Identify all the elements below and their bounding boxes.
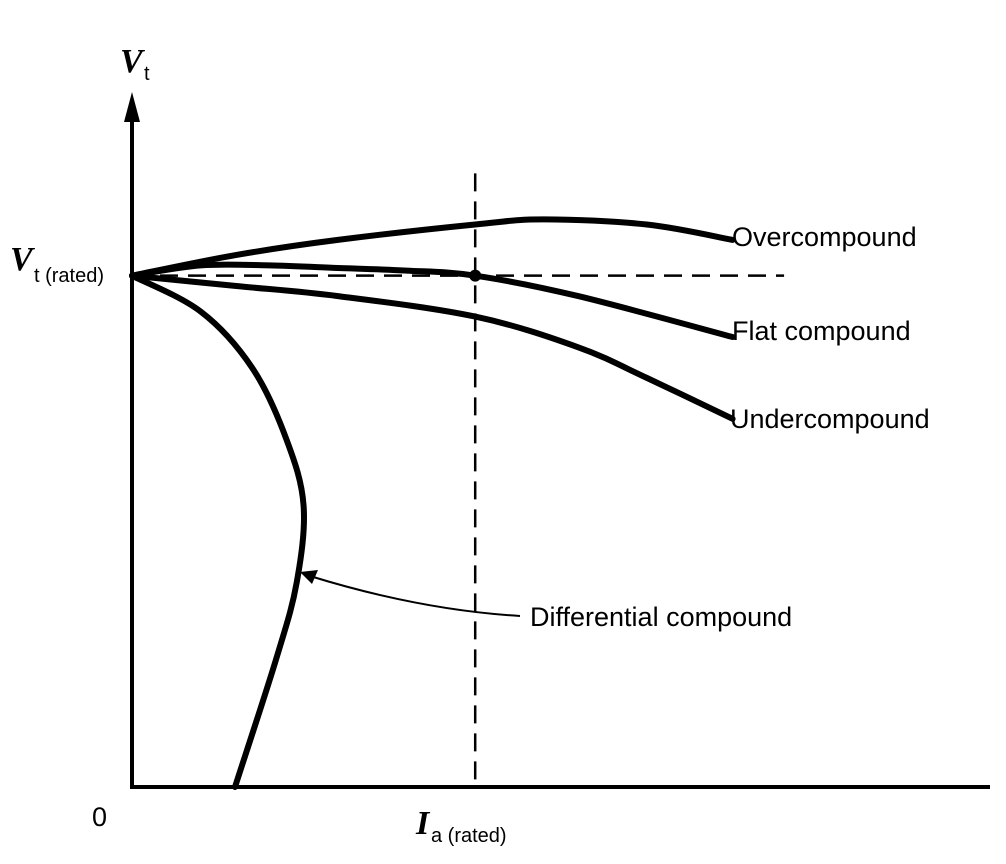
svg-text:t (rated): t (rated) bbox=[34, 265, 104, 287]
svg-text:a (rated): a (rated) bbox=[431, 825, 507, 847]
undercompound-curve bbox=[129, 272, 736, 422]
y-rated-tick-label: V t (rated) bbox=[10, 241, 104, 287]
overcompound-label: Overcompound bbox=[732, 222, 917, 252]
y-axis-label: V t bbox=[120, 43, 150, 85]
differential-compound-curve bbox=[129, 272, 307, 790]
svg-text:t: t bbox=[144, 63, 150, 85]
differential-pointer-arrowhead bbox=[300, 570, 318, 584]
y-axis-arrowhead bbox=[124, 92, 140, 122]
undercompound-label: Undercompound bbox=[730, 404, 930, 434]
flat-compound-curve bbox=[129, 261, 736, 340]
differential-compound-label: Differential compound bbox=[530, 602, 792, 632]
svg-text:V: V bbox=[10, 241, 35, 278]
svg-text:I: I bbox=[415, 805, 431, 842]
origin-label: 0 bbox=[92, 802, 107, 832]
overcompound-curve bbox=[129, 216, 736, 279]
x-rated-tick-label: I a (rated) bbox=[415, 805, 507, 847]
differential-pointer-line bbox=[309, 575, 521, 617]
flat-compound-label: Flat compound bbox=[732, 316, 911, 346]
svg-text:V: V bbox=[120, 43, 145, 80]
